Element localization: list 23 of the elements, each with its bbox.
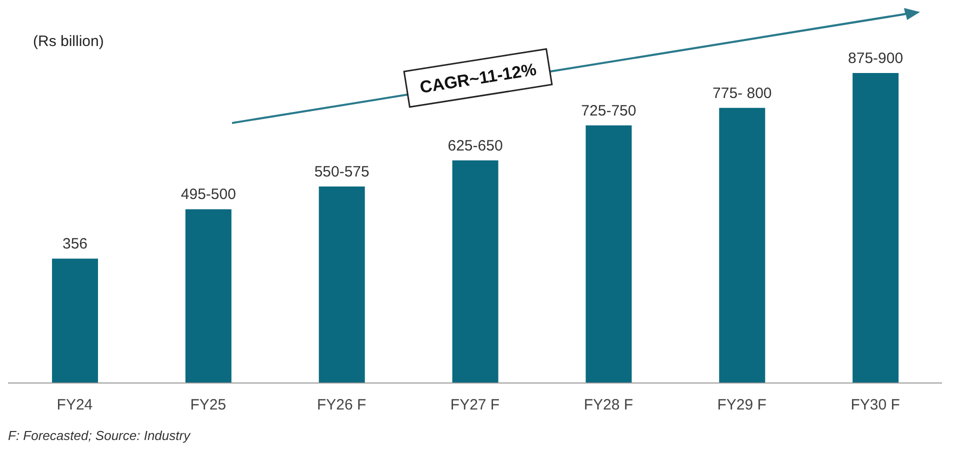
y-axis-title: (Rs billion) (33, 33, 104, 50)
x-tick-label: FY26 F (316, 396, 366, 414)
data-label: 356 (62, 236, 88, 253)
x-tick-label: FY24 (56, 396, 93, 414)
x-tick-label: FY30 F (850, 396, 900, 414)
bar (586, 125, 632, 383)
bar (318, 186, 365, 383)
data-label: 495-500 (180, 186, 236, 204)
bar (185, 209, 232, 383)
text: F: Forecasted; Source: Industry (8, 428, 190, 443)
bar (452, 160, 498, 383)
x-tick-label: FY25 (190, 396, 226, 414)
x-tick-label: FY28 F (584, 396, 634, 414)
x-tick-label: FY27 F (450, 396, 500, 414)
bar (852, 73, 899, 383)
bar (719, 108, 766, 383)
data-label: 875-900 (848, 50, 904, 67)
data-label: 725-750 (581, 102, 636, 120)
x-tick-label: FY29 F (717, 396, 766, 414)
data-label: 550-575 (314, 164, 370, 181)
data-label: 625-650 (448, 137, 503, 154)
bar (52, 258, 98, 383)
data-label: 775- 800 (712, 84, 772, 102)
